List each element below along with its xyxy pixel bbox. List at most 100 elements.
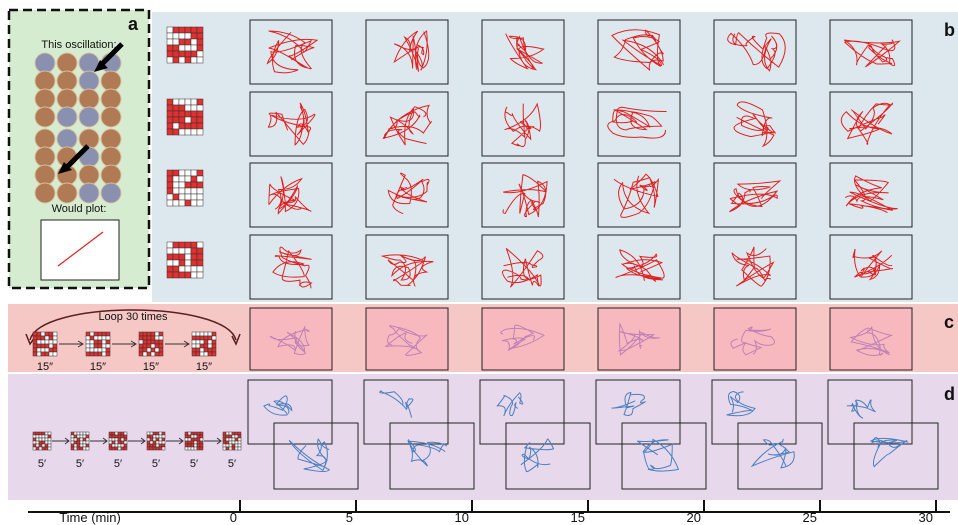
grid-cell	[192, 336, 196, 340]
grid-cell	[204, 340, 208, 344]
grid-cell	[45, 336, 49, 340]
grid-cell	[41, 344, 45, 348]
grid-cell	[156, 432, 159, 435]
grid-cell	[179, 254, 185, 260]
grid-cell	[115, 432, 118, 435]
grid-cell	[80, 438, 83, 441]
grid-cell	[124, 441, 127, 444]
grid-cell	[197, 188, 203, 194]
tick-label: 0	[230, 510, 237, 525]
grid-cell	[109, 441, 112, 444]
electrode	[79, 183, 99, 203]
grid-cell	[179, 27, 185, 33]
grid-cell	[173, 39, 179, 45]
grid-cell	[191, 27, 197, 33]
grid-cell	[151, 352, 155, 356]
grid-cell	[188, 447, 191, 450]
grid-cell	[33, 447, 36, 450]
grid-cell	[179, 182, 185, 188]
grid-cell	[185, 435, 188, 438]
grid-cell	[173, 51, 179, 57]
grid-cell	[115, 447, 118, 450]
panel-label: d	[944, 384, 955, 404]
grid-cell	[167, 57, 173, 63]
grid-cell	[162, 441, 165, 444]
grid-cell	[191, 260, 197, 266]
grid-cell	[151, 340, 155, 344]
grid-cell	[208, 344, 212, 348]
grid-cell	[197, 33, 203, 39]
grid-cell	[71, 432, 74, 435]
electrode	[35, 129, 55, 149]
grid-cell	[188, 435, 191, 438]
grid-cell	[167, 33, 173, 39]
grid-cell	[212, 352, 216, 356]
grid-cell	[159, 438, 162, 441]
grid-cell	[42, 447, 45, 450]
grid-cell	[173, 242, 179, 248]
grid-cell	[41, 352, 45, 356]
grid-cell	[37, 344, 41, 348]
grid-cell	[37, 332, 41, 336]
grid-cell	[37, 348, 41, 352]
grid-cell	[185, 129, 191, 135]
grid-cell	[106, 348, 110, 352]
grid-cell	[238, 432, 241, 435]
grid-cell	[173, 33, 179, 39]
grid-cell	[185, 39, 191, 45]
grid-cell	[159, 332, 163, 336]
grid-cell	[147, 444, 150, 447]
grid-cell	[185, 27, 191, 33]
grid-cell	[45, 438, 48, 441]
grid-cell	[196, 352, 200, 356]
grid-cell	[98, 336, 102, 340]
grid-cell	[150, 432, 153, 435]
grid-cell	[229, 447, 232, 450]
grid-cell	[197, 176, 203, 182]
grid-cell	[112, 447, 115, 450]
grid-cell	[45, 332, 49, 336]
grid-cell	[86, 336, 90, 340]
grid-cell	[74, 435, 77, 438]
grid-cell	[197, 27, 203, 33]
grid-cell	[80, 444, 83, 447]
grid-cell	[197, 170, 203, 176]
grid-cell	[109, 435, 112, 438]
grid-cell	[179, 266, 185, 272]
grid-cell	[33, 336, 37, 340]
grid-cell	[191, 200, 197, 206]
electrode	[57, 71, 77, 91]
grid-cell	[112, 435, 115, 438]
grid-cell	[167, 117, 173, 123]
grid-cell	[179, 111, 185, 117]
grid-cell	[191, 435, 194, 438]
grid-cell	[109, 438, 112, 441]
grid-cell	[229, 432, 232, 435]
grid-cell	[162, 432, 165, 435]
grid-cell	[185, 33, 191, 39]
grid-cell	[197, 260, 203, 266]
grid-cell	[121, 432, 124, 435]
grid-cell	[159, 336, 163, 340]
grid-cell	[179, 248, 185, 254]
grid-cell	[173, 200, 179, 206]
tick-label: 15	[571, 510, 585, 525]
grid-cell	[143, 340, 147, 344]
grid-cell	[150, 447, 153, 450]
grid-cell	[86, 432, 89, 435]
grid-cell	[71, 435, 74, 438]
step-label: 5′	[38, 458, 46, 470]
grid-cell	[191, 444, 194, 447]
grid-cell	[36, 441, 39, 444]
grid-cell	[115, 435, 118, 438]
grid-cell	[191, 176, 197, 182]
grid-cell	[98, 332, 102, 336]
grid-cell	[139, 348, 143, 352]
electrode	[79, 165, 99, 185]
grid-cell	[94, 348, 98, 352]
electrode	[35, 89, 55, 109]
grid-cell	[179, 176, 185, 182]
grid-cell	[200, 336, 204, 340]
grid-cell	[77, 447, 80, 450]
grid-cell	[90, 340, 94, 344]
